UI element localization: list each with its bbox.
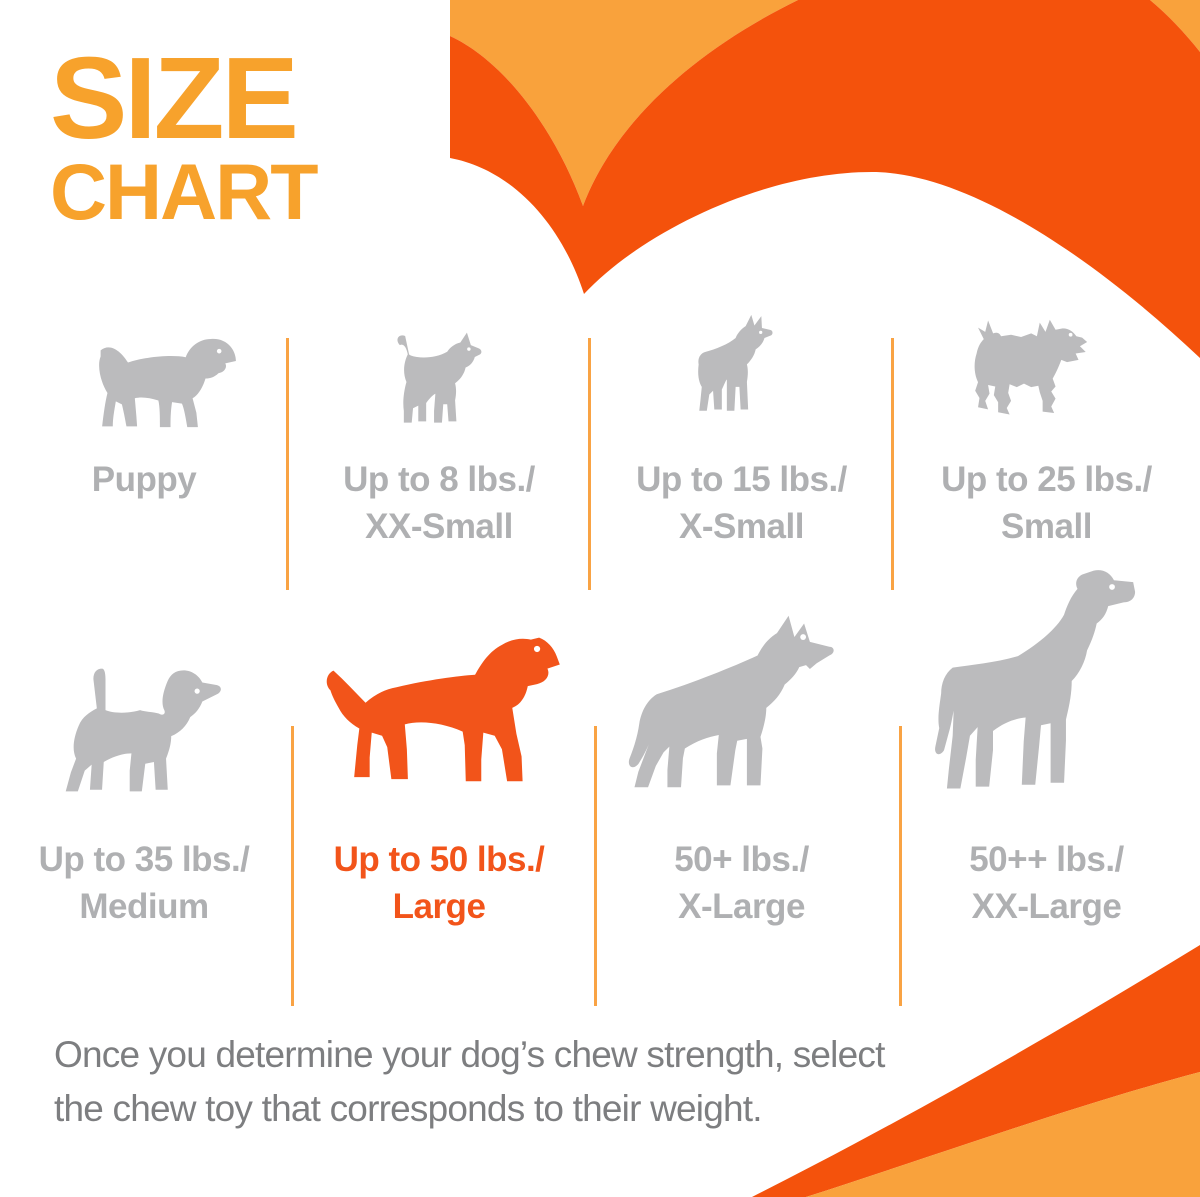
swoosh-bottom-dark [752,945,1200,1197]
divider-row1-3 [891,338,894,590]
label-line: Large [392,887,486,926]
label-line: Up to 15 lbs./ [636,460,847,499]
label-large-highlighted: Up to 50 lbs./ Large [288,836,590,930]
terrier-silhouette [974,319,1088,415]
label-puppy: Puppy [0,456,288,503]
footer-note: Once you determine your dog’s chew stren… [54,1028,885,1136]
labrador-silhouette-highlighted [326,637,560,782]
title-line-size: SIZE [50,33,299,163]
label-line: XX-Small [365,507,513,546]
page-title: SIZE CHART [50,33,318,236]
chihuahua-silhouette [397,332,482,423]
title-line-chart: CHART [50,147,318,236]
label-line: X-Large [678,887,805,926]
label-line: Medium [79,887,209,926]
divider-row2-1 [291,726,294,1006]
swoosh-top-corner-light [1150,0,1200,52]
label-line: 50+ lbs./ [674,840,809,879]
swoosh-bottom-light [806,1072,1200,1197]
swoosh-top-light [450,0,798,206]
label-x-large: 50+ lbs./ X-Large [590,836,893,930]
label-line: Small [1001,507,1092,546]
puppy-silhouette [99,338,236,428]
beagle-silhouette [65,668,221,792]
label-xx-small: Up to 8 lbs./ XX-Small [288,456,590,550]
label-line: XX-Large [971,887,1122,926]
label-small: Up to 25 lbs./ Small [893,456,1200,550]
label-line: Puppy [91,460,197,499]
label-x-small: Up to 15 lbs./ X-Small [590,456,893,550]
german-shepherd-silhouette [628,615,834,788]
label-line: Up to 25 lbs./ [941,460,1152,499]
label-line: X-Small [679,507,804,546]
divider-row1-2 [588,338,591,590]
label-xx-large: 50++ lbs./ XX-Large [893,836,1200,930]
swoosh-top-dark [450,0,1200,358]
footer-line-1: Once you determine your dog’s chew stren… [54,1034,885,1075]
label-line: Up to 8 lbs./ [343,460,535,499]
divider-row2-3 [899,726,902,1006]
miniature-pinscher-silhouette [698,314,773,411]
label-line: Up to 35 lbs./ [38,840,250,879]
footer-line-2: the chew toy that corresponds to their w… [54,1088,763,1129]
divider-row2-2 [594,726,597,1006]
divider-row1-1 [286,338,289,590]
great-dane-silhouette [935,570,1136,789]
label-line: Up to 50 lbs./ [333,840,545,879]
label-medium: Up to 35 lbs./ Medium [0,836,288,930]
label-line: 50++ lbs./ [969,840,1124,879]
